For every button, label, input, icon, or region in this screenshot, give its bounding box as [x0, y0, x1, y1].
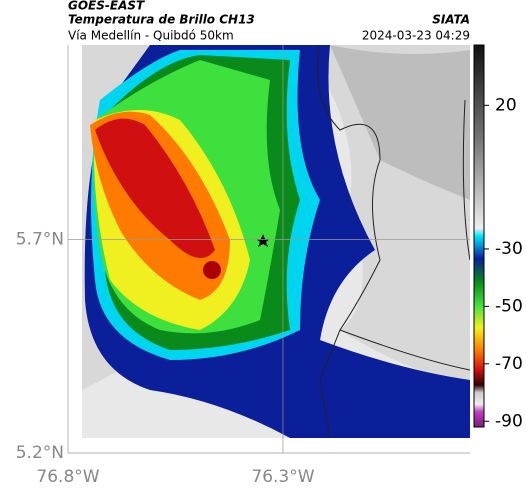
brand: SIATA [432, 13, 470, 27]
colorbar-tick-label: -50 [495, 296, 523, 316]
timestamp: 2024-03-23 04:29 [362, 29, 470, 43]
lon-tick-label: 76.3°W [251, 467, 314, 487]
lat-tick-label: 5.7°N [16, 229, 64, 249]
colorbar [473, 44, 485, 428]
colorbar-tick-label: -90 [495, 411, 523, 431]
colorbar-tick-label: -30 [495, 239, 523, 259]
title: Temperatura de Brillo CH13 [68, 13, 255, 27]
subtitle: Vía Medellín - Quibdó 50km [68, 29, 234, 43]
lat-tick-label: 5.2°N [16, 443, 64, 463]
satellite-image [82, 45, 470, 438]
source: GOES-EAST [68, 0, 145, 13]
colorbar-tick-label: 20 [495, 95, 517, 115]
colorbar-tick-label: -70 [495, 354, 523, 374]
lon-tick-label: 76.8°W [36, 467, 99, 487]
